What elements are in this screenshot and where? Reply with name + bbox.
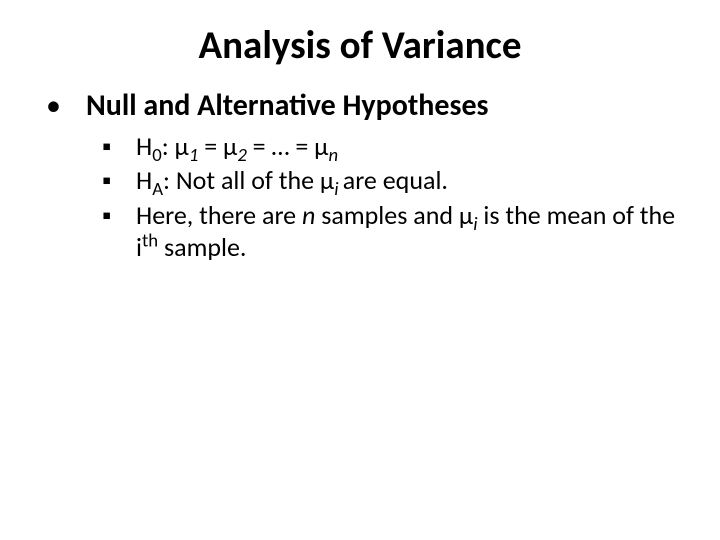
list-item: ▪ HA: Not all of the μi are equal.	[102, 164, 680, 197]
item-text-ha: HA: Not all of the μi are equal.	[136, 164, 680, 197]
level1-item: • Null and Alternative Hypotheses	[40, 89, 680, 124]
bullet-icon: •	[40, 89, 86, 124]
list-item: ▪ Here, there are n samples and μi is th…	[102, 199, 680, 264]
slide-title: Analysis of Variance	[0, 0, 720, 69]
list-item: ▪ H0: μ1 = μ2 = … = μn	[102, 130, 680, 163]
slide-body: • Null and Alternative Hypotheses ▪ H0: …	[0, 69, 720, 264]
level2-list: ▪ H0: μ1 = μ2 = … = μn ▪ HA: Not all of …	[40, 130, 680, 264]
bullet-icon: ▪	[102, 164, 136, 197]
slide: Analysis of Variance • Null and Alternat…	[0, 0, 720, 540]
level1-text: Null and Alternative Hypotheses	[86, 89, 489, 124]
item-text-note: Here, there are n samples and μi is the …	[136, 199, 680, 264]
item-text-h0: H0: μ1 = μ2 = … = μn	[136, 130, 680, 163]
bullet-icon: ▪	[102, 130, 136, 163]
bullet-icon: ▪	[102, 199, 136, 232]
